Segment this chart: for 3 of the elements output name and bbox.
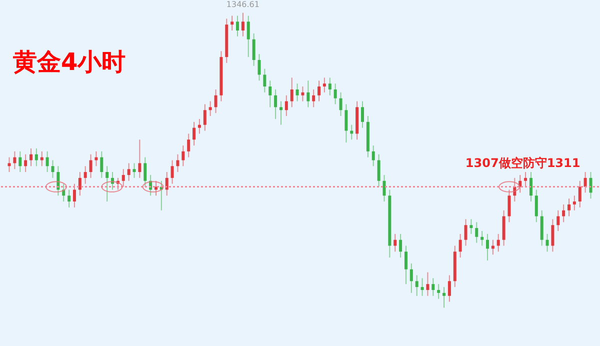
text: 黄金4小时 [12, 48, 126, 76]
annotation: 1307做空防守1311 [465, 156, 580, 170]
annotation: 1346.61 [226, 0, 260, 9]
